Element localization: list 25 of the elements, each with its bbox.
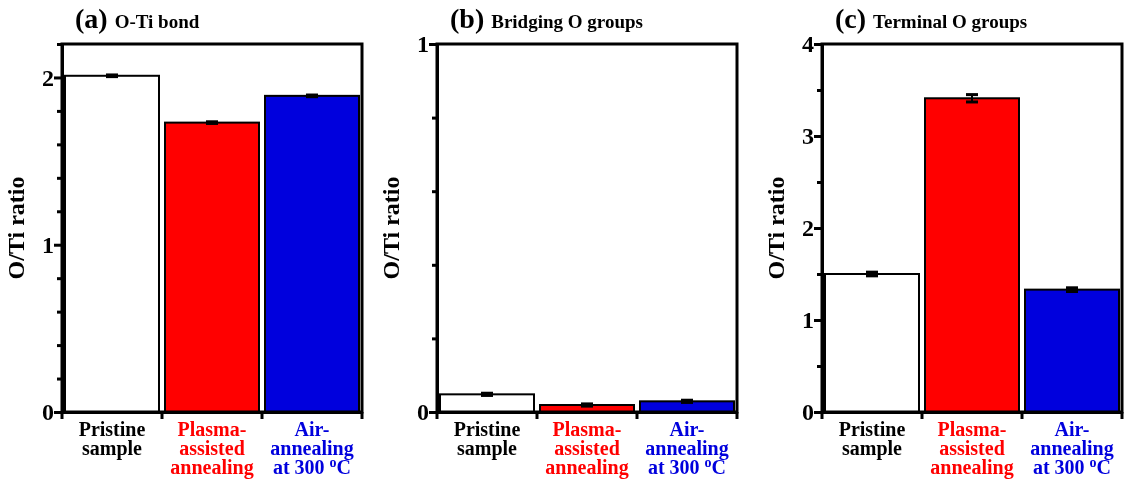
x-tick-label: Pristine sample (78, 418, 146, 460)
y-tick-label: 4 (802, 31, 814, 58)
chart-title: (a) O-Ti bond (75, 3, 200, 34)
y-axis-title: O/Ti ratio (378, 176, 404, 280)
x-tick-label: Plasma- assisted annealing (545, 418, 629, 479)
y-tick-label: 1 (417, 31, 429, 58)
y-tick-label: 2 (802, 215, 814, 242)
x-tick-label: Plasma- assisted annealing (170, 418, 254, 479)
y-axis-title: O/Ti ratio (3, 176, 29, 280)
y-tick-label: 3 (802, 123, 814, 150)
y-tick-label: 0 (417, 399, 429, 426)
chart-title: (b) Bridging O groups (450, 3, 643, 34)
x-tick-label: Plasma- assisted annealing (930, 418, 1014, 479)
y-tick-label: 0 (802, 399, 814, 426)
x-tick-label: Pristine sample (453, 418, 521, 460)
y-tick-label: 1 (42, 231, 54, 258)
y-tick-label: 1 (802, 307, 814, 334)
x-tick-label: Pristine sample (838, 418, 906, 460)
x-tick-label: Air- annealing at 300 $^{o}$C (270, 418, 354, 478)
y-axis-title: O/Ti ratio (763, 176, 789, 280)
x-tick-label: Air- annealing at 300 $^{o}$C (645, 418, 729, 478)
y-tick-label: 2 (42, 64, 54, 91)
chart-title: (c) Terminal O groups (835, 3, 1028, 34)
y-tick-label: 0 (42, 399, 54, 426)
x-tick-label: Air- annealing at 300 $^{o}$C (1030, 418, 1114, 478)
